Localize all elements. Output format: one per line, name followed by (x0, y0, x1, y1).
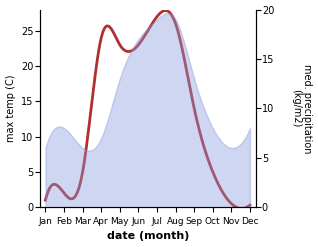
Y-axis label: med. precipitation
(kg/m2): med. precipitation (kg/m2) (291, 64, 313, 153)
X-axis label: date (month): date (month) (107, 231, 189, 242)
Y-axis label: max temp (C): max temp (C) (5, 75, 16, 142)
